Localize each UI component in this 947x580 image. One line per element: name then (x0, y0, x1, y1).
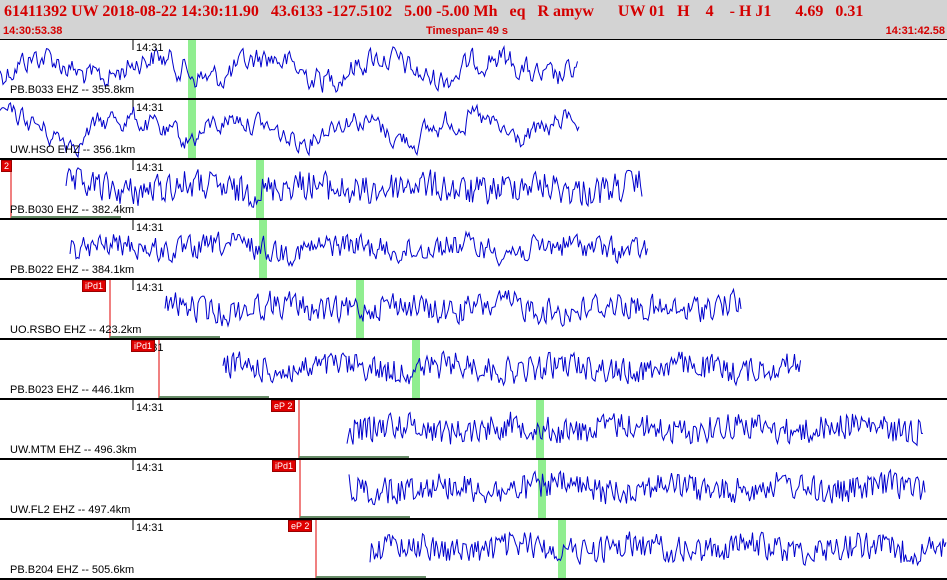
phase-pick-flag[interactable]: 2 (1, 160, 13, 172)
theoretical-arrival-marker (538, 460, 546, 518)
seismogram-waveform (164, 287, 742, 328)
seismogram-waveform (65, 167, 643, 208)
channel-label: UW.FL2 EHZ -- 497.4km (10, 504, 131, 516)
theoretical-arrival-marker (558, 520, 566, 578)
seismogram-waveform (0, 102, 580, 158)
channel-label: PB.B033 EHZ -- 355.8km (10, 84, 135, 96)
waveform-panels[interactable]: 14:31 PB.B033 EHZ -- 355.8km 14:31 UW.HSO E… (0, 40, 947, 580)
trace-panel[interactable]: 14:31 UW.HSO EHZ -- 356.1km (0, 100, 947, 160)
trace-canvas[interactable] (0, 100, 947, 160)
phase-pick-flag[interactable]: iPd1 (272, 460, 297, 472)
time-tick-label: 14:31 (136, 402, 164, 414)
channel-label: PB.B023 EHZ -- 446.1km (10, 384, 135, 396)
phase-pick-flag[interactable]: iPd1 (131, 340, 156, 352)
trace-panel[interactable]: 14:31 iPd1 UW.FL2 EHZ -- 497.4km (0, 460, 947, 520)
trace-canvas[interactable] (0, 220, 947, 280)
trace-canvas[interactable] (0, 460, 947, 520)
trace-canvas[interactable] (0, 40, 947, 100)
seismogram-waveform (346, 411, 923, 447)
window-end-time: 14:31:42.58 (885, 25, 945, 37)
trace-panel[interactable]: 14:31 PB.B033 EHZ -- 355.8km (0, 40, 947, 100)
channel-label: UW.HSO EHZ -- 356.1km (10, 144, 136, 156)
theoretical-arrival-marker (356, 280, 364, 338)
time-tick-label: 14:31 (136, 282, 164, 294)
seismogram-waveform (348, 468, 926, 506)
trace-panel[interactable]: 14:31 eP 2 UW.MTM EHZ -- 496.3km (0, 400, 947, 460)
window-start-time: 14:30:53.38 (3, 25, 63, 37)
time-tick-label: 14:31 (136, 522, 164, 534)
seismogram-waveform (222, 350, 801, 387)
timespan-label: Timespan= 49 s (426, 25, 509, 37)
time-tick-label: 14:31 (136, 462, 164, 474)
phase-pick-flag[interactable]: eP 2 (271, 400, 296, 412)
trace-canvas[interactable] (0, 520, 947, 580)
trace-canvas[interactable] (0, 280, 947, 340)
theoretical-arrival-marker (536, 400, 544, 458)
time-tick-label: 14:31 (136, 222, 164, 234)
seismogram-waveform (69, 230, 648, 268)
channel-label: PB.B022 EHZ -- 384.1km (10, 264, 135, 276)
event-summary: 61411392 UW 2018-08-22 14:30:11.90 43.61… (4, 3, 864, 20)
time-tick-label: 14:31 (136, 102, 164, 114)
channel-label: UO.RSBO EHZ -- 423.2km (10, 324, 142, 336)
channel-label: UW.MTM EHZ -- 496.3km (10, 444, 137, 456)
seismogram-waveform (0, 45, 578, 93)
theoretical-arrival-marker (256, 160, 264, 218)
time-tick-label: 14:31 (136, 42, 164, 54)
theoretical-arrival-marker (188, 40, 196, 98)
trace-canvas[interactable] (0, 400, 947, 460)
phase-pick-flag[interactable]: iPd1 (82, 280, 107, 292)
theoretical-arrival-marker (259, 220, 267, 278)
event-header: 61411392 UW 2018-08-22 14:30:11.90 43.61… (0, 0, 947, 40)
trace-panel[interactable]: 14:31iPd1PB.B023 EHZ -- 446.1km (0, 340, 947, 400)
trace-panel[interactable]: 14:31 PB.B022 EHZ -- 384.1km (0, 220, 947, 280)
theoretical-arrival-marker (188, 100, 196, 158)
trace-panel[interactable]: 14:31 eP 2 PB.B204 EHZ -- 505.6km (0, 520, 947, 580)
trace-panel[interactable]: 14:31 iPd1 UO.RSBO EHZ -- 423.2km (0, 280, 947, 340)
seismogram-waveform (369, 531, 947, 567)
phase-pick-flag[interactable]: eP 2 (288, 520, 313, 532)
channel-label: PB.B030 EHZ -- 382.4km (10, 204, 135, 216)
time-tick-label: 14:31 (136, 162, 164, 174)
channel-label: PB.B204 EHZ -- 505.6km (10, 564, 135, 576)
trace-panel[interactable]: 14:31 2 PB.B030 EHZ -- 382.4km (0, 160, 947, 220)
